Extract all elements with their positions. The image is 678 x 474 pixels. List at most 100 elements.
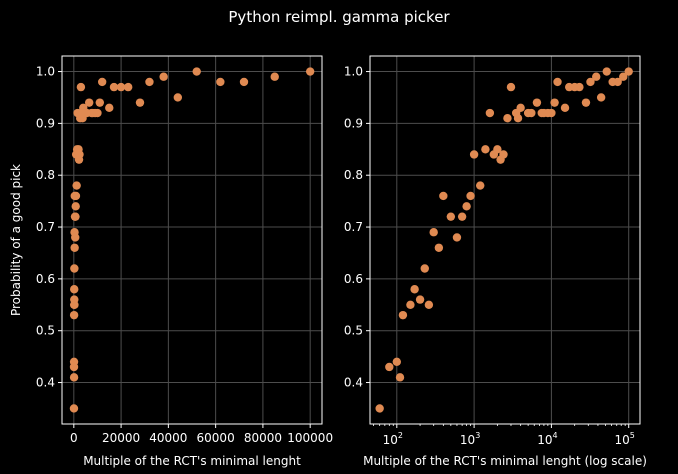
- data-point: [550, 98, 559, 107]
- data-point: [481, 145, 490, 154]
- data-point: [95, 98, 105, 107]
- y-tick-label: 0.8: [36, 168, 55, 182]
- data-point: [93, 108, 102, 118]
- data-point: [493, 145, 502, 154]
- data-point: [624, 67, 633, 76]
- data-point: [560, 103, 570, 113]
- data-point: [398, 310, 408, 320]
- data-point: [429, 228, 438, 237]
- x-tick-label: 60000: [197, 431, 235, 445]
- data-point: [439, 191, 448, 201]
- y-tick-label: 0.4: [344, 376, 363, 390]
- data-point: [97, 77, 107, 87]
- data-point: [602, 67, 611, 76]
- data-point: [71, 202, 80, 211]
- axes-frame: [369, 55, 641, 425]
- data-point: [406, 300, 415, 309]
- data-point: [410, 285, 419, 294]
- data-point: [506, 82, 516, 92]
- data-point: [503, 113, 512, 123]
- x-tick-label: 104: [537, 431, 557, 447]
- data-point: [619, 72, 628, 81]
- y-tick-label: 0.5: [36, 324, 55, 338]
- data-point: [173, 93, 183, 102]
- data-point: [586, 77, 595, 87]
- x-tick-label: 20000: [102, 431, 140, 445]
- data-point: [415, 295, 425, 304]
- figure-title: Python reimpl. gamma picker: [228, 8, 450, 26]
- x-tick-label: 40000: [149, 431, 187, 445]
- axes-frame: [61, 55, 323, 425]
- data-point: [375, 404, 384, 413]
- data-point: [592, 72, 601, 81]
- data-point: [69, 404, 79, 413]
- data-point: [84, 98, 94, 107]
- data-point: [581, 98, 591, 107]
- y-tick-label: 1.0: [344, 65, 363, 79]
- data-point: [69, 310, 79, 320]
- y-tick-label: 0.6: [344, 272, 363, 286]
- x-tick-label: 100000: [287, 431, 333, 445]
- data-point: [553, 77, 562, 87]
- y-tick-label: 0.5: [344, 324, 363, 338]
- x-axis-label: Multiple of the RCT's minimal lenght: [83, 454, 301, 468]
- data-point: [69, 373, 79, 382]
- data-point: [70, 300, 79, 309]
- data-point: [72, 181, 81, 190]
- x-tick-label: 102: [383, 431, 403, 447]
- data-point: [239, 77, 249, 87]
- data-point: [145, 77, 154, 87]
- data-point: [575, 82, 584, 92]
- data-point: [446, 212, 456, 221]
- data-point: [192, 67, 201, 76]
- data-point: [76, 82, 86, 92]
- data-point: [513, 113, 523, 123]
- data-point: [75, 150, 84, 159]
- x-tick-label: 80000: [244, 431, 282, 445]
- data-point: [109, 82, 119, 92]
- data-point: [547, 108, 556, 118]
- y-tick-label: 0.4: [36, 376, 55, 390]
- data-point: [270, 72, 279, 81]
- y-tick-label: 0.7: [344, 220, 363, 234]
- data-point: [485, 108, 495, 118]
- data-point: [499, 150, 508, 159]
- y-tick-label: 0.9: [344, 116, 363, 130]
- data-point: [462, 202, 471, 211]
- data-point: [516, 103, 525, 113]
- data-point: [123, 82, 133, 92]
- data-point: [392, 357, 402, 367]
- data-point: [159, 72, 168, 81]
- data-point: [532, 98, 542, 107]
- data-point: [420, 264, 429, 273]
- data-point: [596, 93, 606, 102]
- data-point: [105, 103, 114, 113]
- data-point: [70, 243, 79, 252]
- data-point: [469, 150, 479, 159]
- left-scatter-panel: 0 20000 40000 60000 80000 100000 0.4 0.5 0.6 0.7 0…: [9, 55, 333, 468]
- y-tick-label: 0.8: [344, 168, 363, 182]
- x-tick-label: 0: [70, 431, 78, 445]
- y-axis-label: Probability of a good pick: [9, 164, 23, 316]
- data-point: [452, 233, 462, 242]
- data-point: [135, 98, 145, 107]
- data-point: [70, 264, 79, 273]
- x-tick-label: 103: [460, 431, 480, 447]
- data-point: [71, 233, 80, 242]
- data-point: [613, 77, 622, 87]
- y-tick-label: 0.7: [36, 220, 55, 234]
- right-scatter-panel: 102 103 104 105 0.4 0.5 0.6 0.7 0.8 0.9 1.0 Multipl…: [344, 55, 647, 468]
- data-point: [216, 77, 225, 87]
- data-point: [395, 373, 405, 382]
- data-point: [424, 300, 434, 309]
- data-point: [466, 191, 475, 201]
- y-tick-label: 1.0: [36, 65, 55, 79]
- data-point: [116, 82, 126, 92]
- data-point: [434, 243, 444, 252]
- data-point: [385, 362, 394, 372]
- data-point: [71, 212, 80, 221]
- y-tick-label: 0.6: [36, 272, 55, 286]
- data-point: [476, 181, 485, 190]
